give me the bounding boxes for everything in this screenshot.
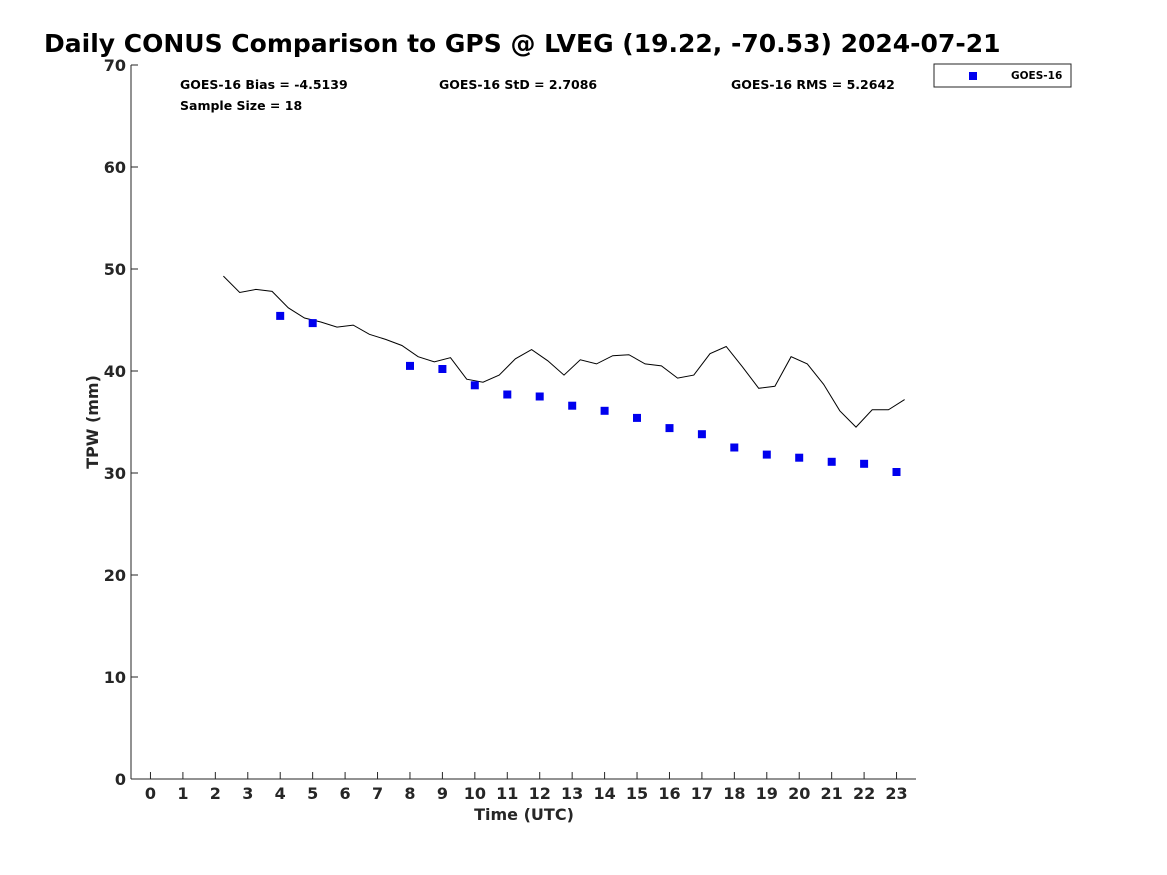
plot-area [223, 275, 905, 476]
goes-16-point [503, 390, 512, 399]
goes-16-point [535, 392, 544, 401]
goes-16-point [406, 361, 414, 370]
x-tick-label: 3 [242, 784, 253, 803]
y-tick-label: 30 [104, 464, 126, 483]
legend-marker-goes-16 [969, 72, 977, 80]
x-tick-label: 1 [177, 784, 188, 803]
x-tick-label: 15 [626, 784, 648, 803]
stat-sample-size: Sample Size = 18 [180, 98, 302, 113]
y-tick-label: 50 [104, 260, 126, 279]
legend: GOES-16 [933, 63, 1072, 88]
x-tick-label: 20 [788, 784, 810, 803]
y-ticks: 0 10 20 30 40 50 60 70 [104, 56, 138, 789]
legend-box [933, 63, 1072, 88]
x-tick-label: 17 [691, 784, 713, 803]
gps-tpw-line [223, 275, 905, 428]
goes-16-point [827, 457, 836, 466]
stat-std: GOES-16 StD = 2.7086 [439, 77, 597, 92]
x-tick-label: 19 [756, 784, 778, 803]
legend-label-goes-16: GOES-16 [1011, 70, 1062, 82]
x-tick-label: 10 [464, 784, 486, 803]
y-tick-label: 20 [104, 566, 126, 585]
x-axis-label: Time (UTC) [474, 805, 574, 824]
goes-16-point [795, 453, 804, 462]
x-tick-label: 23 [885, 784, 907, 803]
x-tick-label: 7 [372, 784, 383, 803]
goes-16-point [730, 443, 739, 452]
y-tick-label: 0 [115, 770, 126, 789]
x-tick-label: 22 [853, 784, 875, 803]
goes-16-point [438, 365, 447, 373]
x-tick-label: 14 [593, 784, 615, 803]
x-tick-label: 13 [561, 784, 583, 803]
goes-16-point [308, 319, 317, 328]
goes-16-point [665, 424, 674, 433]
x-tick-label: 9 [437, 784, 448, 803]
goes-16-point [762, 450, 771, 459]
x-tick-label: 18 [723, 784, 745, 803]
goes-16-point [600, 406, 609, 415]
x-tick-label: 8 [404, 784, 415, 803]
chart-title: Daily CONUS Comparison to GPS @ LVEG (19… [44, 29, 1001, 58]
x-tick-label: 12 [529, 784, 551, 803]
goes-16-point [470, 381, 479, 390]
x-tick-label: 2 [210, 784, 221, 803]
x-tick-label: 0 [145, 784, 156, 803]
x-tick-label: 21 [821, 784, 843, 803]
goes-16-point [568, 401, 577, 410]
y-axis-label: TPW (mm) [83, 375, 102, 469]
x-ticks: 0 1 2 3 4 5 6 7 8 9 10 11 12 13 14 15 16 17 18 19 20 21 22 23 [145, 772, 908, 803]
y-tick-label: 70 [104, 56, 126, 75]
y-tick-label: 40 [104, 362, 126, 381]
goes-16-point [633, 413, 641, 422]
y-tick-label: 10 [104, 668, 126, 687]
x-tick-label: 11 [496, 784, 518, 803]
goes-16-point [276, 311, 285, 320]
y-tick-label: 60 [104, 158, 126, 177]
x-tick-label: 6 [340, 784, 351, 803]
goes-16-point [892, 468, 901, 476]
stat-rms: GOES-16 RMS = 5.2642 [731, 77, 895, 92]
stat-bias: GOES-16 Bias = -4.5139 [180, 77, 348, 92]
x-tick-label: 16 [658, 784, 680, 803]
goes-16-point [697, 430, 706, 439]
x-tick-label: 4 [275, 784, 286, 803]
goes-16-point [860, 459, 869, 468]
x-tick-label: 5 [307, 784, 318, 803]
